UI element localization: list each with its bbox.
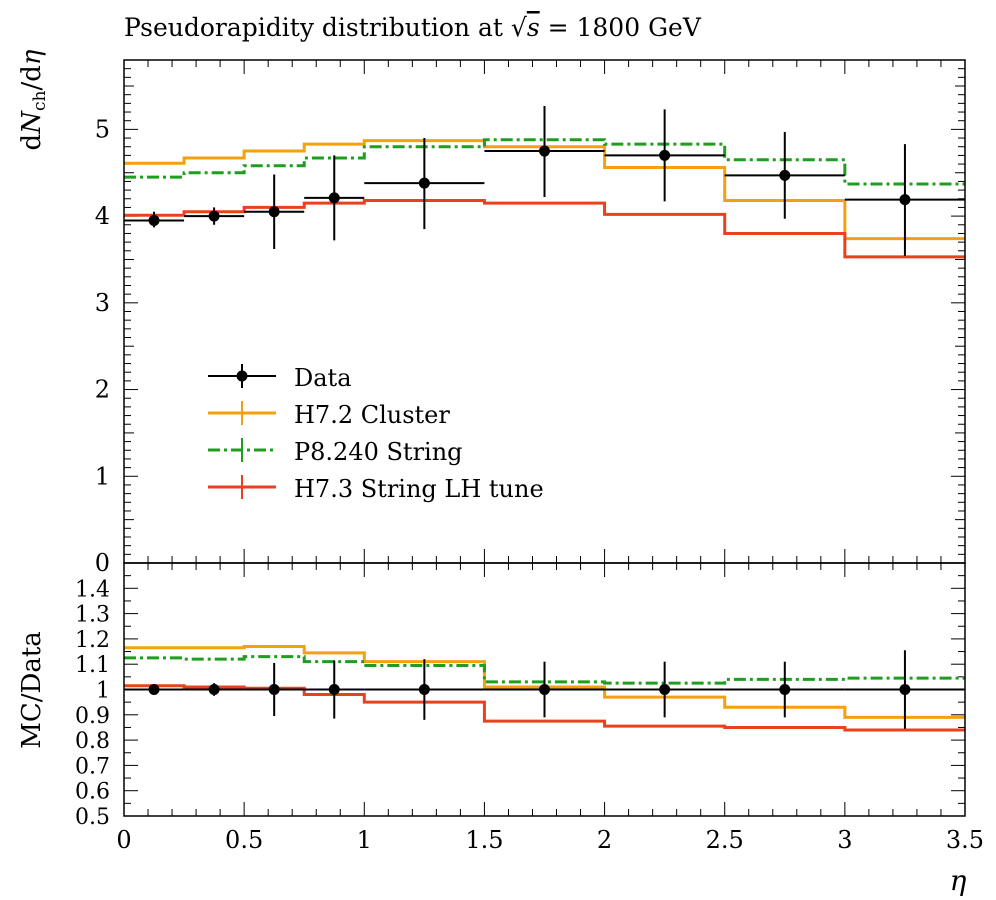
data-marker <box>659 149 671 161</box>
main-y-tick-label: 1 <box>95 462 110 490</box>
main-data-point-7 <box>724 131 845 219</box>
data-marker <box>328 192 340 204</box>
ratio-y-tick-label: 1.2 <box>75 628 110 653</box>
ratio-data-point-8 <box>844 650 965 729</box>
data-marker <box>539 684 550 695</box>
chart-title: Pseudorapidity distribution at √s = 1800… <box>124 13 702 42</box>
ratio-data-point-1 <box>184 683 245 696</box>
legend-label-data: Data <box>294 364 352 392</box>
ratio-axis-ticks: 0 0.5 1 1.5 2 2.5 3 3.50.50.60.70.80.911.11.21.… <box>75 562 984 854</box>
ratio-data-point-3 <box>304 660 365 719</box>
ratio-series-p8-240-string <box>124 655 965 685</box>
legend-marker-h73-string-lh-tune <box>208 475 276 499</box>
main-series-layer <box>124 105 965 259</box>
main-y-tick-label: 2 <box>95 376 110 404</box>
main-y-tick-label: 0 <box>95 549 110 577</box>
data-marker <box>208 684 220 695</box>
ratio-y-tick-label: 0.8 <box>75 729 110 754</box>
ratio-y-tick-label: 1.3 <box>75 603 110 628</box>
ratio-y-tick-label: 0.9 <box>75 704 110 729</box>
x-tick-label: 0.5 <box>225 826 263 854</box>
main-axis-ticks: 0 1 2 3 4 5 <box>95 60 966 577</box>
legend-entry-p8240-string: P8.240 String <box>208 438 463 466</box>
main-ylabel-sub: ch <box>30 91 50 112</box>
ratio-series-h7-2-cluster <box>124 644 965 719</box>
main-ylabel-d: d <box>17 134 47 151</box>
ratio-data-point-4 <box>364 659 485 720</box>
main-data-point-3 <box>304 155 365 241</box>
ratio-y-tick-label: 0.6 <box>75 780 110 805</box>
ratio-y-tick-label: 0.7 <box>75 754 110 779</box>
data-marker <box>659 684 671 695</box>
data-marker <box>779 169 791 181</box>
legend-dot <box>236 370 248 382</box>
legend-entry-h73-string-lh-tune: H7.3 String LH tune <box>208 475 544 503</box>
ratio-plot-frame <box>123 562 966 817</box>
main-ylabel-slash: /d <box>17 65 47 90</box>
data-marker <box>268 206 280 218</box>
main-ylabel-n: N <box>17 110 47 135</box>
x-tick-label: 3.5 <box>946 826 984 854</box>
legend-label-p8240-string: P8.240 String <box>294 438 463 466</box>
ratio-ylabel: MC/Data <box>17 631 47 749</box>
legend-label-h73-string-lh-tune: H7.3 String LH tune <box>294 475 544 503</box>
legend-marker-data <box>208 364 276 388</box>
legend-label-h72-cluster: H7.2 Cluster <box>294 401 450 429</box>
main-ylabel-eta: η <box>17 49 47 65</box>
main-data-point-5 <box>484 105 605 198</box>
legend-marker-h72-cluster <box>208 401 276 425</box>
ratio-series-layer <box>124 644 965 732</box>
legend-entry-h72-cluster: H7.2 Cluster <box>208 401 450 429</box>
data-marker <box>148 684 160 695</box>
chart-title-sqrt-symbol: √ <box>511 13 527 42</box>
data-marker <box>418 177 430 189</box>
legend-marker-p8240-string <box>208 438 276 462</box>
data-marker <box>899 684 911 695</box>
main-y-tick-label: 5 <box>95 115 110 143</box>
data-marker <box>899 194 911 206</box>
ratio-y-tick-label: 1.1 <box>75 653 110 678</box>
legend-entry-data: Data <box>208 364 352 392</box>
main-plot-panel: 0 1 2 3 4 5 <box>95 59 966 577</box>
data-marker <box>328 684 340 695</box>
chart-title-prefix: Pseudorapidity distribution at <box>124 13 511 42</box>
x-tick-label: 3 <box>837 826 852 854</box>
ratio-y-tick-label: 1 <box>96 679 110 704</box>
x-tick-label: 2 <box>597 826 612 854</box>
x-tick-label: 1 <box>357 826 372 854</box>
ratio-data-point-2 <box>244 662 305 717</box>
main-ylabel: dNch/dη <box>17 49 50 150</box>
main-data-point-4 <box>364 138 485 230</box>
main-series-h7-3-string-lh-tune <box>124 198 965 259</box>
ratio-y-tick-label: 0.5 <box>75 805 110 830</box>
x-axis-label: η <box>950 864 967 897</box>
data-marker <box>539 145 550 157</box>
ratio-data-point-0 <box>124 684 185 695</box>
x-tick-label: 1.5 <box>465 826 503 854</box>
main-y-tick-label: 3 <box>95 289 110 317</box>
main-data-point-0 <box>124 211 185 228</box>
main-data-point-1 <box>184 207 245 225</box>
main-data-point-6 <box>604 109 725 202</box>
ratio-data-point-5 <box>484 661 605 718</box>
ratio-y-tick-label: 1.4 <box>75 577 110 602</box>
legend: Data H7.2 Cluster P8.240 String H7.3 Str… <box>208 364 544 503</box>
x-tick-label: 2.5 <box>706 826 744 854</box>
main-y-tick-label: 4 <box>95 202 110 230</box>
x-tick-label: 0 <box>116 826 131 854</box>
main-data-point-8 <box>844 144 965 256</box>
ratio-plot-panel: 0 0.5 1 1.5 2 2.5 3 3.50.50.60.70.80.911.11.21.… <box>75 562 984 854</box>
data-marker <box>148 214 160 226</box>
data-marker <box>208 210 220 222</box>
ratio-data-point-7 <box>724 661 845 718</box>
data-marker <box>779 684 791 695</box>
chart-title-suffix: = 1800 GeV <box>540 13 702 42</box>
data-marker <box>268 684 280 695</box>
data-marker <box>418 684 430 695</box>
chart-title-sqrt-arg: s <box>527 13 540 42</box>
main-data-point-2 <box>244 174 305 250</box>
ratio-data-point-6 <box>604 661 725 718</box>
